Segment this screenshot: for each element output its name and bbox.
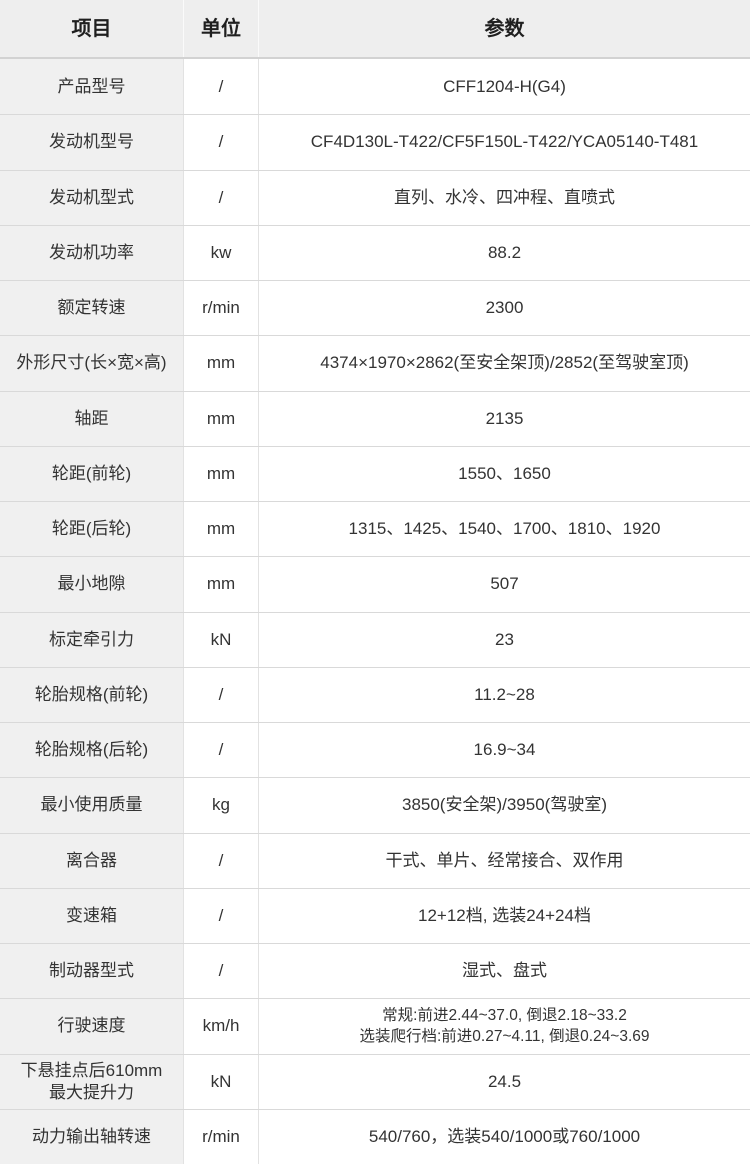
unit-cell: r/min (183, 281, 258, 336)
header-unit: 单位 (183, 0, 258, 57)
table-row-travel-speed: 行驶速度 km/h 常规:前进2.44~37.0, 倒退2.18~33.2 选装… (0, 998, 750, 1054)
item-cell: 发动机型号 (0, 115, 183, 170)
value-cell: 11.2~28 (258, 667, 750, 722)
value-cell: 常规:前进2.44~37.0, 倒退2.18~33.2 选装爬行档:前进0.27… (258, 999, 750, 1054)
value-cell: CFF1204-H(G4) (258, 59, 750, 115)
unit-cell: / (183, 888, 258, 943)
table-row-rear-track: 轮距(后轮) mm 1315、1425、1540、1700、1810、1920 (0, 501, 750, 557)
table-row-clutch: 离合器 / 干式、单片、经常接合、双作用 (0, 832, 750, 888)
item-cell: 标定牵引力 (0, 612, 183, 667)
table-row-rated-traction: 标定牵引力 kN 23 (0, 611, 750, 667)
unit-cell: / (183, 833, 258, 888)
value-cell: 507 (258, 557, 750, 612)
item-cell: 外形尺寸(长×宽×高) (0, 336, 183, 391)
item-cell: 制动器型式 (0, 944, 183, 999)
unit-cell: mm (183, 557, 258, 612)
unit-cell: / (183, 59, 258, 115)
value-cell: 2300 (258, 281, 750, 336)
unit-cell: kN (183, 1054, 258, 1109)
unit-cell: / (183, 723, 258, 778)
table-row-wheelbase: 轴距 mm 2135 (0, 390, 750, 446)
table-row-rear-tire: 轮胎规格(后轮) / 16.9~34 (0, 722, 750, 778)
table-row-front-tire: 轮胎规格(前轮) / 11.2~28 (0, 666, 750, 722)
unit-cell: mm (183, 391, 258, 446)
unit-cell: / (183, 944, 258, 999)
item-cell: 额定转速 (0, 281, 183, 336)
value-cell: 4374×1970×2862(至安全架顶)/2852(至驾驶室顶) (258, 336, 750, 391)
unit-cell: r/min (183, 1109, 258, 1164)
value-cell: 3850(安全架)/3950(驾驶室) (258, 778, 750, 833)
item-cell: 最小地隙 (0, 557, 183, 612)
value-cell: 2135 (258, 391, 750, 446)
table-row-product-model: 产品型号 / CFF1204-H(G4) (0, 59, 750, 115)
item-cell: 发动机功率 (0, 225, 183, 280)
table-row-max-lift-force: 下悬挂点后610mm 最大提升力 kN 24.5 (0, 1053, 750, 1109)
item-cell: 轮胎规格(后轮) (0, 723, 183, 778)
value-cell: 88.2 (258, 225, 750, 280)
value-cell: 1315、1425、1540、1700、1810、1920 (258, 502, 750, 557)
item-cell: 发动机型式 (0, 170, 183, 225)
value-cell: 湿式、盘式 (258, 944, 750, 999)
unit-cell: kg (183, 778, 258, 833)
unit-cell: / (183, 115, 258, 170)
table-header-row: 项目 单位 参数 (0, 0, 750, 59)
unit-cell: kN (183, 612, 258, 667)
item-cell: 轮距(后轮) (0, 502, 183, 557)
item-cell: 动力输出轴转速 (0, 1109, 183, 1164)
table-row-rated-speed: 额定转速 r/min 2300 (0, 280, 750, 336)
unit-cell: mm (183, 336, 258, 391)
item-cell: 行驶速度 (0, 999, 183, 1054)
unit-cell: km/h (183, 999, 258, 1054)
unit-cell: mm (183, 502, 258, 557)
table-row-front-track: 轮距(前轮) mm 1550、1650 (0, 445, 750, 501)
header-param: 参数 (258, 0, 750, 57)
item-cell: 下悬挂点后610mm 最大提升力 (0, 1054, 183, 1109)
table-row-brake-type: 制动器型式 / 湿式、盘式 (0, 943, 750, 999)
unit-cell: / (183, 170, 258, 225)
value-cell: CF4D130L-T422/CF5F150L-T422/YCA05140-T48… (258, 115, 750, 170)
value-cell: 1550、1650 (258, 446, 750, 501)
unit-cell: / (183, 667, 258, 722)
value-cell: 干式、单片、经常接合、双作用 (258, 833, 750, 888)
unit-cell: mm (183, 446, 258, 501)
item-cell: 最小使用质量 (0, 778, 183, 833)
item-cell: 产品型号 (0, 59, 183, 115)
item-cell: 轴距 (0, 391, 183, 446)
table-row-dimensions: 外形尺寸(长×宽×高) mm 4374×1970×2862(至安全架顶)/285… (0, 335, 750, 391)
table-row-engine-type: 发动机型式 / 直列、水冷、四冲程、直喷式 (0, 169, 750, 225)
header-item: 项目 (0, 0, 183, 57)
value-cell: 16.9~34 (258, 723, 750, 778)
table-row-min-weight: 最小使用质量 kg 3850(安全架)/3950(驾驶室) (0, 777, 750, 833)
item-cell: 离合器 (0, 833, 183, 888)
value-cell: 540/760，选装540/1000或760/1000 (258, 1109, 750, 1164)
item-cell: 轮胎规格(前轮) (0, 667, 183, 722)
unit-cell: kw (183, 225, 258, 280)
value-cell: 12+12档, 选装24+24档 (258, 888, 750, 943)
value-cell: 24.5 (258, 1054, 750, 1109)
item-cell: 轮距(前轮) (0, 446, 183, 501)
item-cell: 变速箱 (0, 888, 183, 943)
table-row-engine-model: 发动机型号 / CF4D130L-T422/CF5F150L-T422/YCA0… (0, 114, 750, 170)
table-row-ground-clearance: 最小地隙 mm 507 (0, 556, 750, 612)
table-row-engine-power: 发动机功率 kw 88.2 (0, 224, 750, 280)
value-cell: 23 (258, 612, 750, 667)
table-row-gearbox: 变速箱 / 12+12档, 选装24+24档 (0, 887, 750, 943)
table-row-pto-speed: 动力输出轴转速 r/min 540/760，选装540/1000或760/100… (0, 1108, 750, 1164)
value-cell: 直列、水冷、四冲程、直喷式 (258, 170, 750, 225)
